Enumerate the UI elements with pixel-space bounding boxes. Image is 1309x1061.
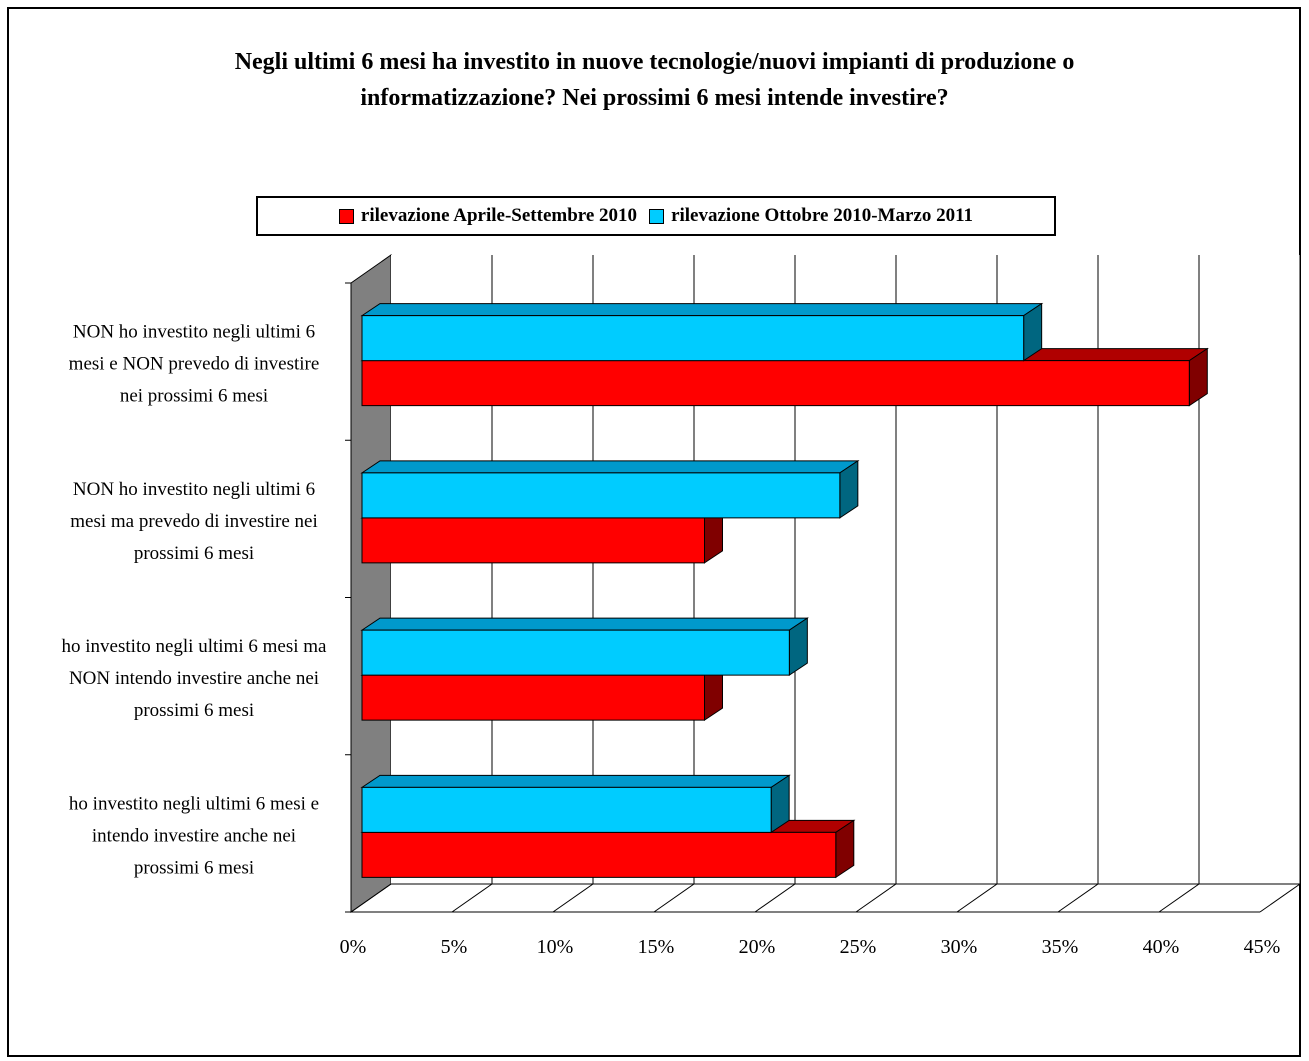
legend-item-aprile-settembre-2010: rilevazione Aprile-Settembre 2010 (338, 205, 638, 227)
category-label: NON ho investito negli ultimi 6 (73, 322, 315, 343)
bar (361, 315, 1025, 362)
x-tick-label: 0% (340, 936, 367, 958)
floor-gridline (855, 883, 897, 913)
bar-top-face (360, 460, 860, 474)
bar (361, 360, 1190, 407)
category-label: intendo investire anche nei (92, 825, 296, 846)
chart-legend: rilevazione Aprile-Settembre 2010 rileva… (256, 196, 1056, 236)
floor-gridline (451, 883, 493, 913)
floor-gridline (1259, 883, 1301, 913)
category-label: ho investito negli ultimi 6 mesi ma (62, 636, 327, 657)
legend-label: rilevazione Ottobre 2010-Marzo 2011 (671, 205, 974, 226)
category-label: nei prossimi 6 mesi (120, 386, 268, 407)
bar (361, 831, 837, 878)
bar-top-face (360, 303, 1044, 317)
floor-gridline (956, 883, 998, 913)
floor-gridline (1057, 883, 1099, 913)
category-label: prossimi 6 mesi (134, 543, 254, 564)
x-tick-label: 45% (1244, 936, 1281, 958)
x-tick-label: 15% (638, 936, 675, 958)
floor-gridline (552, 883, 594, 913)
x-tick-label: 20% (739, 936, 776, 958)
category-label: mesi ma prevedo di investire nei (70, 511, 317, 532)
floor-gridline (754, 883, 796, 913)
chart-title-line-1: Negli ultimi 6 mesi ha investito in nuov… (234, 49, 1075, 75)
x-tick-label: 10% (537, 936, 574, 958)
bar (361, 472, 841, 519)
category-label: prossimi 6 mesi (134, 700, 254, 721)
floor-gridline (350, 883, 392, 913)
x-tick-label: 5% (441, 936, 468, 958)
category-label: ho investito negli ultimi 6 mesi e (69, 793, 319, 814)
category-label: NON ho investito negli ultimi 6 (73, 479, 315, 500)
legend-label: rilevazione Aprile-Settembre 2010 (360, 205, 638, 226)
floor-gridline (653, 883, 695, 913)
chart-title: Negli ultimi 6 mesi ha investito in nuov… (0, 44, 1309, 116)
legend-item-ottobre-2010-marzo-2011: rilevazione Ottobre 2010-Marzo 2011 (649, 205, 973, 227)
bar (361, 629, 790, 676)
x-tick-label: 35% (1042, 936, 1079, 958)
bar (361, 786, 772, 833)
bar (361, 517, 705, 564)
legend-swatch-red (338, 208, 354, 224)
bar-top-face (360, 617, 809, 631)
legend-swatch-cyan (649, 208, 665, 224)
x-tick-label: 25% (840, 936, 877, 958)
x-tick-label: 30% (941, 936, 978, 958)
bar-top-face (360, 774, 791, 788)
category-label: NON intendo investire anche nei (69, 668, 319, 689)
x-tick-label: 40% (1143, 936, 1180, 958)
category-label: mesi e NON prevedo di investire (69, 354, 320, 375)
category-label: prossimi 6 mesi (134, 857, 254, 878)
chart-title-line-2: informatizzazione? Nei prossimi 6 mesi i… (360, 85, 949, 111)
bar (361, 674, 705, 721)
floor-gridline (1158, 883, 1200, 913)
